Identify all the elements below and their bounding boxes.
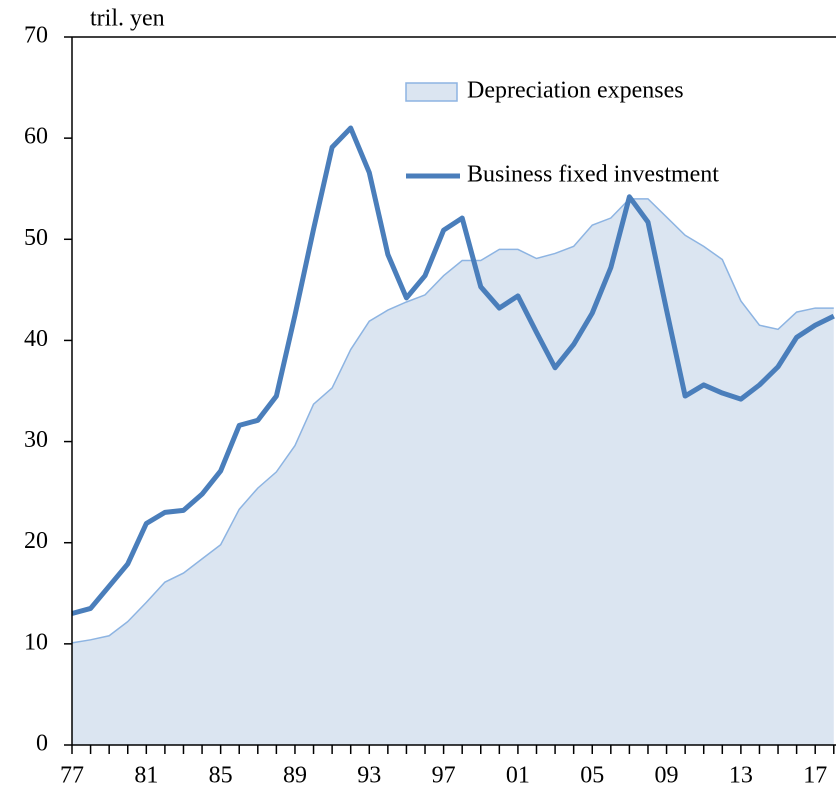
x-tick-label: 09 [655, 763, 679, 789]
legend-label: Business fixed investment [467, 162, 719, 188]
x-tick-label: 97 [432, 763, 456, 789]
legend-swatch [405, 82, 458, 102]
x-tick-label: 05 [580, 763, 604, 789]
y-tick-label: 60 [24, 124, 48, 150]
x-tick-label: 89 [283, 763, 307, 789]
y-tick-label: 10 [24, 629, 48, 655]
area [72, 198, 834, 746]
x-tick-label: 13 [729, 763, 753, 789]
x-tick-label: 77 [60, 763, 84, 789]
y-axis-label: tril. yen [90, 6, 165, 32]
x-tick-label: 17 [803, 763, 827, 789]
y-tick-label: 70 [24, 23, 48, 49]
y-tick-label: 0 [36, 731, 48, 757]
x-tick-label: 81 [134, 763, 158, 789]
x-tick-label: 85 [209, 763, 233, 789]
area-edge [71, 198, 834, 644]
y-tick-label: 30 [24, 427, 48, 453]
line [71, 125, 835, 616]
x-tick-label: 93 [357, 763, 381, 789]
y-tick-label: 20 [24, 528, 48, 554]
y-tick-label: 50 [24, 225, 48, 251]
y-tick-label: 40 [24, 326, 48, 352]
x-tick-label: 01 [506, 763, 530, 789]
legend-label: Depreciation expenses [467, 78, 684, 104]
